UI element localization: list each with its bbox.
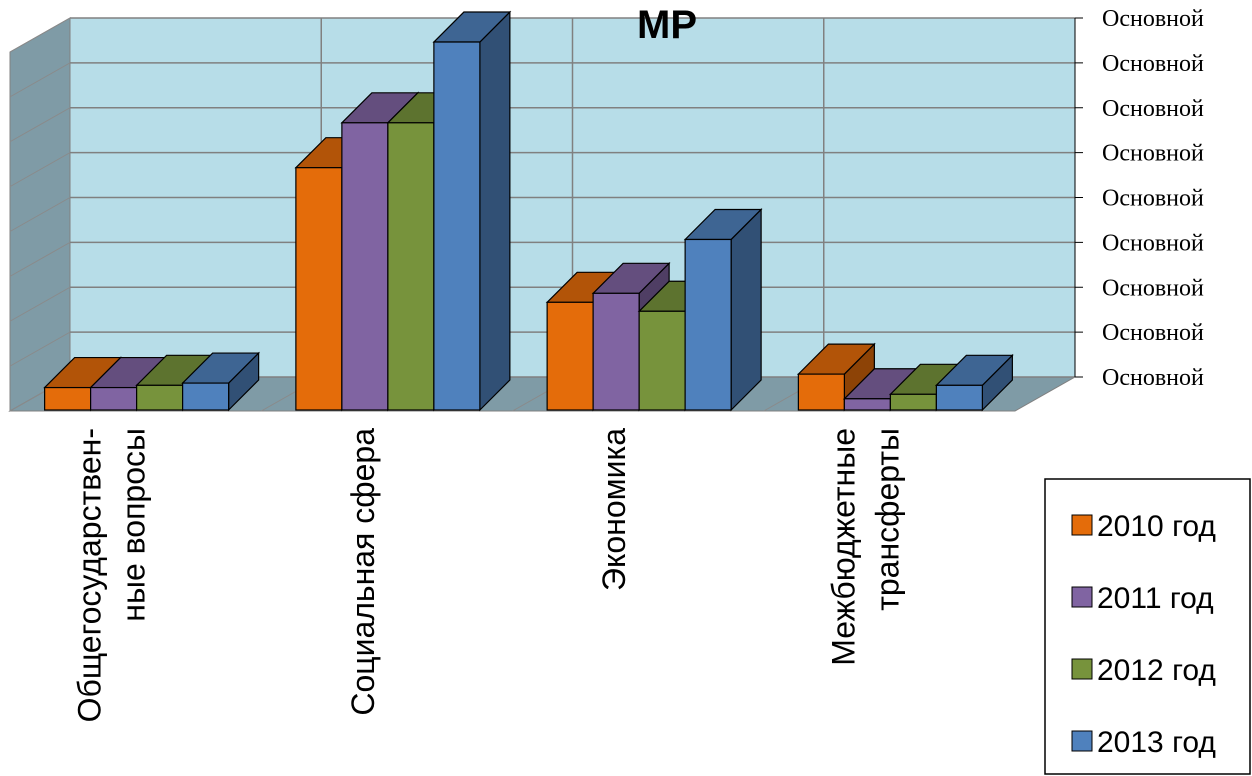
bar-front [889,393,937,411]
bar-front [592,292,640,411]
bar [432,10,512,412]
bar [181,351,261,412]
side-gridline [9,62,71,98]
legend-label: 2010 год [1097,510,1216,543]
y-tick-label: Основной [1102,96,1204,122]
bar-front [182,382,230,411]
bar-front [797,373,845,411]
category-label: Общегосударствен- [72,428,108,722]
legend-swatch [1071,514,1093,536]
y-tick-label: Основной [1102,365,1204,391]
bar-front [90,386,138,411]
category-label: Экономика [596,428,632,591]
side-gridline [9,107,71,143]
bar-front [684,238,732,411]
bar [683,208,763,412]
bar-front [843,398,891,411]
y-tick-label: Основной [1102,320,1204,346]
bar-front [295,167,343,411]
side-gridline [9,241,71,277]
category-label: ные вопросы [116,428,152,622]
bar-front [638,310,686,411]
bar-front [433,41,481,411]
legend-swatch [1071,658,1093,680]
bar-front [387,122,435,411]
legend-label: 2011 год [1097,582,1214,615]
legend-swatch [1071,586,1093,608]
y-tick-label: Основной [1102,186,1204,212]
legend-swatch [1071,730,1093,752]
chart-title: МР [637,3,697,47]
legend: 2010 год 2011 год 2012 год 2013 год [1044,478,1251,775]
legend-label: 2013 год [1097,726,1216,759]
y-axis-ticks: Основной Основной Основной Основной Основной… [1074,6,1204,391]
chart-walls [8,17,1077,412]
bar-side [479,10,511,412]
y-tick-label: Основной [1102,51,1204,77]
category-label: Межбюджетные [825,428,861,666]
legend-label: 2012 год [1097,654,1216,687]
category-label: Социальная сфера [345,428,381,716]
y-tick-label: Основной [1102,6,1204,32]
side-gridline [9,152,71,188]
category-labels: Общегосударствен-ные вопросы Социальная с… [72,428,906,723]
side-gridline [9,286,71,322]
bars-group [43,10,1014,412]
side-gridline [9,197,71,232]
category-label: трансферты [869,428,905,611]
bar-front [44,386,92,411]
bar-front [935,384,983,411]
side-gridline [9,331,71,367]
bar [796,342,876,412]
y-tick-label: Основной [1102,275,1204,301]
bar [934,353,1014,412]
bar-front [546,301,594,411]
y-tick-label: Основной [1102,230,1204,256]
y-tick-label: Основной [1102,141,1204,167]
bar-front [341,122,389,411]
side-gridline [9,17,71,53]
bar-side [730,208,762,412]
bar-front [136,384,184,411]
